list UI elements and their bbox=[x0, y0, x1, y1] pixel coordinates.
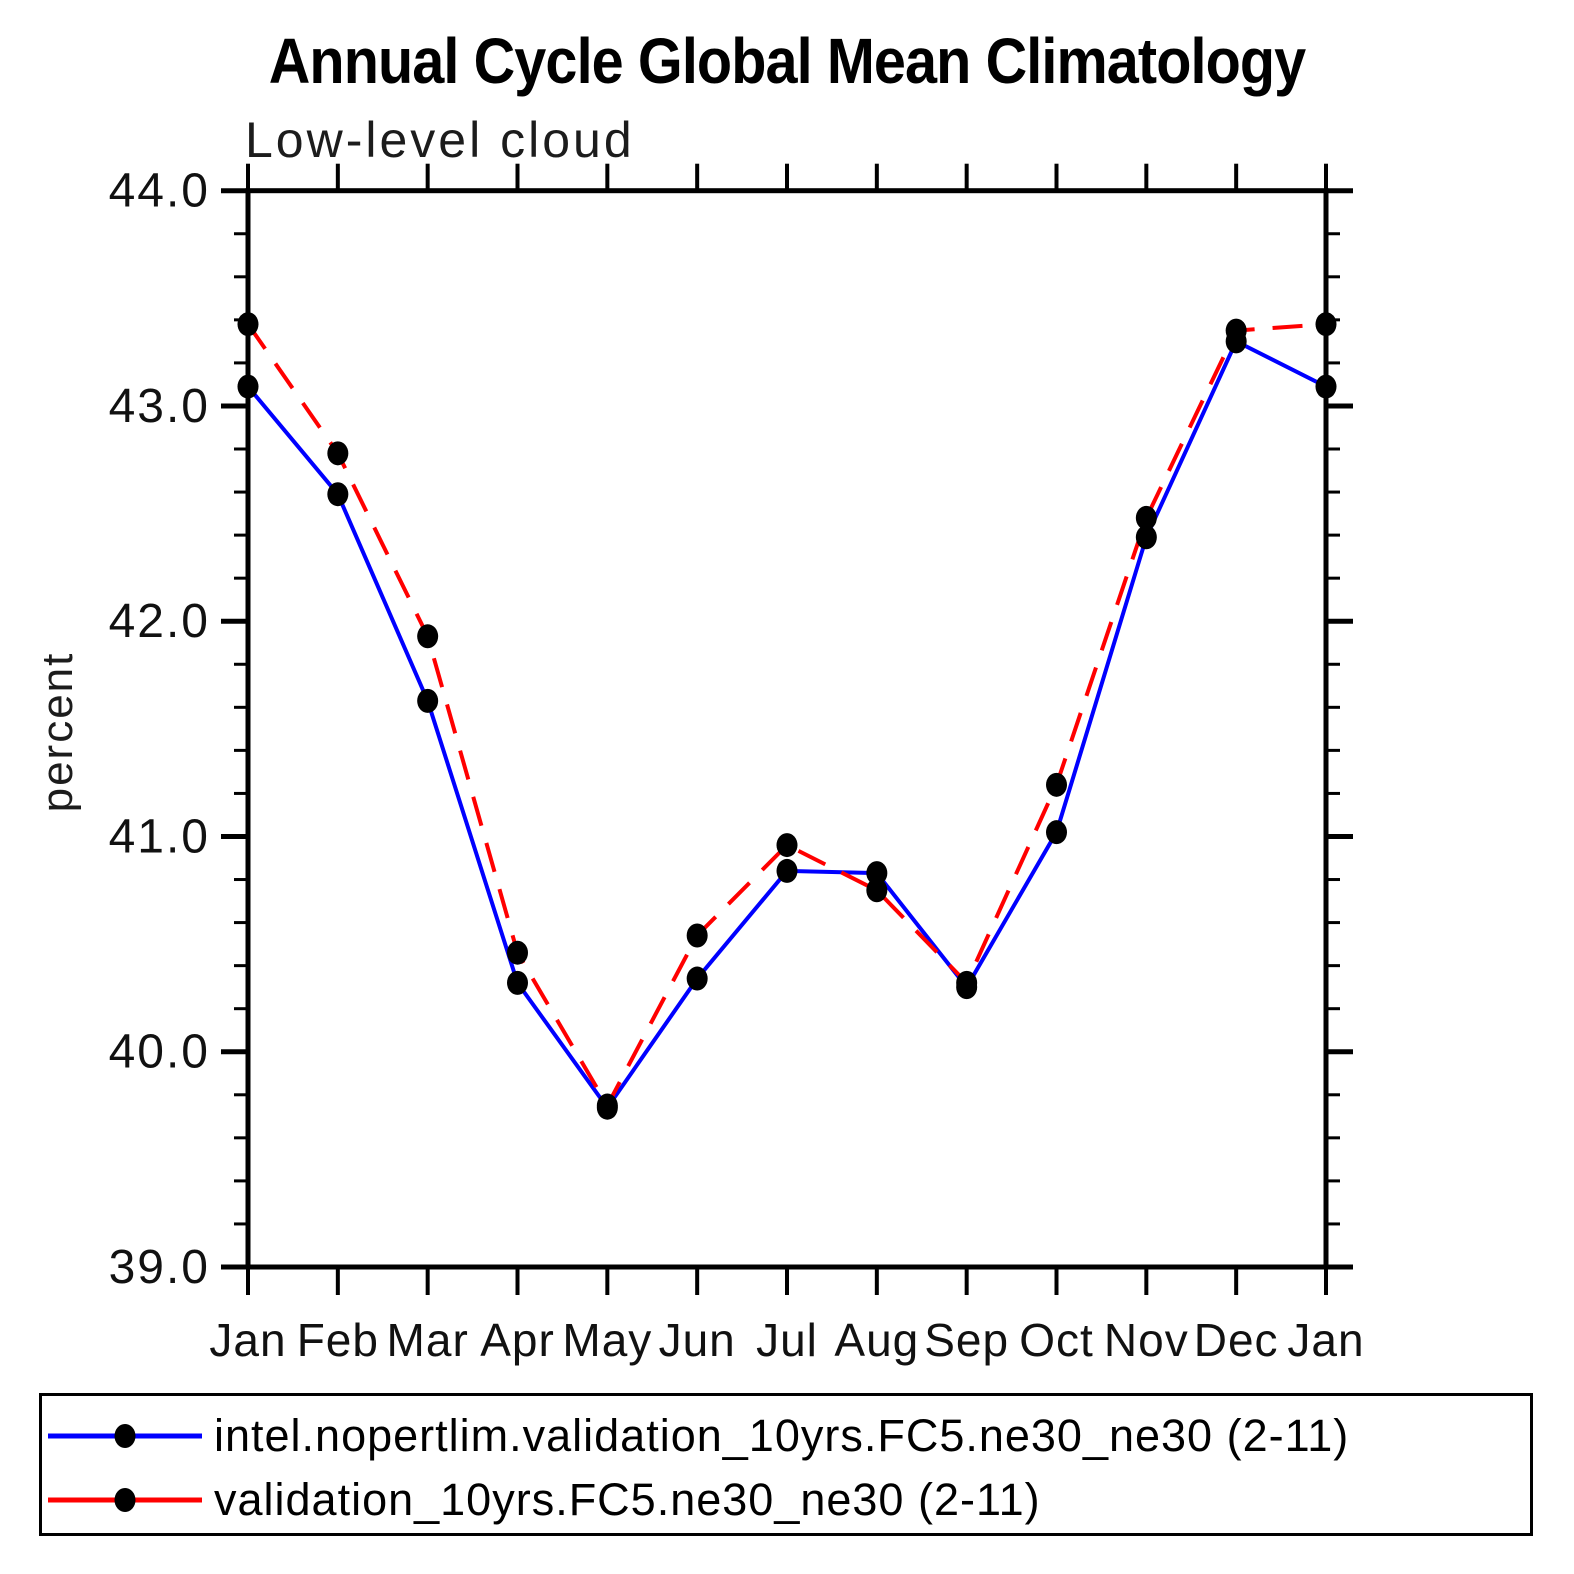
data-point-marker bbox=[1315, 312, 1337, 337]
data-point-marker bbox=[1135, 505, 1157, 530]
legend-marker-icon bbox=[114, 1488, 136, 1512]
y-tick-labels: 39.0 40.0 41.0 42.0 43.0 44.0 bbox=[109, 165, 210, 1294]
data-point-marker bbox=[1046, 820, 1067, 845]
svg-text:40.0: 40.0 bbox=[109, 1026, 210, 1079]
data-point-marker bbox=[327, 482, 349, 507]
data-point-marker bbox=[776, 858, 798, 883]
data-point-marker bbox=[237, 312, 259, 337]
series-lines bbox=[246, 322, 1327, 1112]
svg-text:Apr: Apr bbox=[480, 1314, 555, 1366]
svg-text:Sep: Sep bbox=[924, 1314, 1009, 1366]
plot-axes bbox=[245, 188, 1329, 1270]
data-point-marker bbox=[956, 970, 978, 995]
data-point-marker bbox=[686, 966, 708, 991]
data-point-marker bbox=[866, 878, 888, 903]
data-point-marker bbox=[866, 861, 888, 886]
data-point-marker bbox=[507, 970, 528, 995]
svg-text:Aug: Aug bbox=[834, 1314, 919, 1366]
svg-text:May: May bbox=[562, 1314, 652, 1366]
data-point-marker bbox=[596, 1093, 618, 1118]
svg-text:Jul: Jul bbox=[756, 1314, 818, 1366]
svg-text:Mar: Mar bbox=[387, 1314, 469, 1366]
chart-title: Annual Cycle Global Mean Climatology bbox=[268, 25, 1306, 97]
svg-text:Nov: Nov bbox=[1104, 1314, 1189, 1366]
svg-text:39.0: 39.0 bbox=[109, 1241, 210, 1294]
series-line-1 bbox=[246, 338, 1327, 1112]
data-point-marker bbox=[417, 624, 439, 649]
data-point-marker bbox=[417, 688, 439, 713]
svg-text:Jan: Jan bbox=[209, 1314, 286, 1366]
data-point-marker bbox=[507, 940, 528, 965]
svg-text:41.0: 41.0 bbox=[109, 810, 210, 863]
data-point-marker bbox=[776, 833, 798, 858]
chart-subtitle: Low-level cloud bbox=[245, 112, 635, 168]
legend-marker-icon bbox=[114, 1424, 136, 1448]
series-markers bbox=[237, 312, 1337, 1120]
plot-ticks bbox=[221, 163, 1353, 1295]
legend-box: intel.nopertlim.validation_10yrs.FC5.ne3… bbox=[39, 1393, 1533, 1536]
svg-text:43.0: 43.0 bbox=[109, 380, 210, 433]
legend-label-series-1: intel.nopertlim.validation_10yrs.FC5.ne3… bbox=[214, 1410, 1350, 1461]
legend-item-series-2: validation_10yrs.FC5.ne30_ne30 (2-11) bbox=[42, 1474, 1041, 1525]
svg-text:42.0: 42.0 bbox=[109, 595, 210, 648]
data-point-marker bbox=[237, 374, 259, 399]
legend-swatch-series-1 bbox=[48, 1424, 202, 1448]
svg-text:Dec: Dec bbox=[1194, 1314, 1279, 1366]
x-tick-labels: Jan Feb Mar Apr May Jun Jul Aug Sep Oct Nov Dec Jan bbox=[209, 1314, 1364, 1366]
data-point-marker bbox=[1225, 318, 1247, 343]
data-point-marker bbox=[1315, 374, 1337, 399]
legend-label-series-2: validation_10yrs.FC5.ne30_ne30 (2-11) bbox=[214, 1474, 1041, 1525]
svg-text:Feb: Feb bbox=[297, 1314, 379, 1366]
data-point-marker bbox=[686, 923, 708, 948]
legend-swatch-series-2 bbox=[48, 1488, 202, 1512]
series-line-2 bbox=[246, 322, 1327, 1110]
svg-text:Jan: Jan bbox=[1287, 1314, 1364, 1366]
svg-text:Jun: Jun bbox=[659, 1314, 736, 1366]
legend-item-series-1: intel.nopertlim.validation_10yrs.FC5.ne3… bbox=[42, 1410, 1349, 1461]
data-point-marker bbox=[1135, 525, 1157, 550]
svg-text:44.0: 44.0 bbox=[109, 165, 210, 218]
data-point-marker bbox=[1046, 772, 1067, 797]
svg-text:Oct: Oct bbox=[1019, 1314, 1094, 1366]
data-point-marker bbox=[327, 441, 349, 466]
